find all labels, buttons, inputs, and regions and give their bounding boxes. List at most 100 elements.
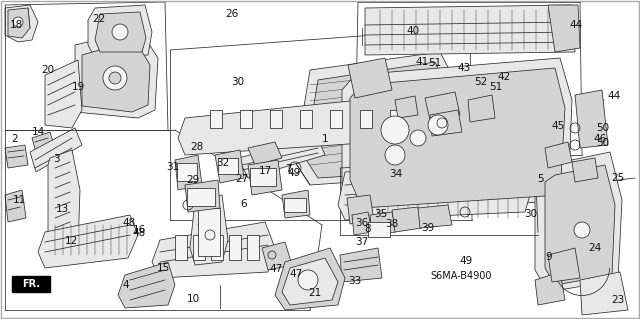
Polygon shape: [215, 150, 244, 183]
Text: 50: 50: [596, 122, 609, 133]
Polygon shape: [548, 5, 580, 52]
Polygon shape: [38, 215, 138, 268]
Text: 48: 48: [133, 228, 146, 238]
Text: 13: 13: [56, 204, 69, 214]
Text: 19: 19: [72, 82, 84, 92]
Bar: [250, 168, 276, 186]
Text: 30: 30: [525, 209, 538, 219]
Bar: [229, 235, 241, 260]
Polygon shape: [352, 212, 372, 235]
Text: 49: 49: [288, 168, 301, 178]
Polygon shape: [342, 58, 572, 215]
Polygon shape: [468, 95, 495, 122]
Polygon shape: [8, 8, 30, 38]
Text: 47: 47: [289, 269, 302, 279]
Polygon shape: [5, 5, 38, 42]
Polygon shape: [262, 242, 292, 270]
Polygon shape: [248, 142, 282, 165]
Polygon shape: [575, 90, 608, 148]
Polygon shape: [82, 40, 150, 112]
Text: 45: 45: [552, 121, 564, 131]
Text: 20: 20: [42, 64, 54, 75]
Text: 2: 2: [11, 134, 17, 144]
Bar: [368, 222, 390, 237]
Text: FR.: FR.: [22, 279, 40, 289]
Polygon shape: [5, 190, 26, 222]
Bar: [330, 110, 342, 128]
Text: 44: 44: [570, 20, 582, 30]
Polygon shape: [347, 195, 374, 224]
Text: 51: 51: [429, 58, 442, 68]
Polygon shape: [248, 160, 282, 195]
Text: 28: 28: [191, 142, 204, 152]
Bar: [175, 235, 187, 260]
Text: 27: 27: [236, 174, 248, 184]
Text: 37: 37: [355, 237, 368, 247]
Text: 46: 46: [594, 134, 607, 144]
Polygon shape: [118, 262, 175, 308]
Text: 4: 4: [122, 280, 129, 290]
Polygon shape: [152, 222, 275, 278]
Text: 40: 40: [406, 26, 419, 36]
Text: 41: 41: [416, 57, 429, 67]
Polygon shape: [275, 248, 345, 310]
Circle shape: [574, 222, 590, 238]
Bar: [211, 235, 223, 260]
Polygon shape: [395, 96, 418, 118]
Polygon shape: [178, 95, 418, 155]
Polygon shape: [75, 30, 158, 118]
Circle shape: [13, 17, 23, 27]
Circle shape: [381, 116, 409, 144]
Text: 29: 29: [187, 175, 200, 185]
Polygon shape: [32, 132, 55, 152]
Polygon shape: [535, 152, 622, 292]
Polygon shape: [425, 92, 460, 120]
Polygon shape: [305, 62, 452, 178]
Text: 26: 26: [225, 9, 238, 19]
Circle shape: [109, 72, 121, 84]
Polygon shape: [48, 150, 80, 252]
Polygon shape: [175, 155, 202, 190]
FancyBboxPatch shape: [12, 276, 50, 292]
Polygon shape: [95, 12, 146, 52]
Polygon shape: [545, 165, 615, 285]
Text: 32: 32: [216, 158, 229, 168]
Text: 44: 44: [608, 91, 621, 101]
Bar: [284, 198, 306, 212]
Text: 15: 15: [157, 263, 170, 273]
Circle shape: [428, 115, 448, 135]
Text: 49: 49: [460, 256, 472, 266]
Polygon shape: [392, 207, 422, 232]
Text: 8: 8: [365, 224, 371, 234]
Polygon shape: [45, 60, 82, 128]
Bar: [240, 110, 252, 128]
Polygon shape: [430, 110, 462, 136]
Polygon shape: [548, 248, 580, 282]
Bar: [247, 235, 259, 260]
Polygon shape: [340, 248, 382, 282]
Bar: [187, 188, 215, 206]
Bar: [270, 110, 282, 128]
Text: 10: 10: [187, 294, 200, 304]
Polygon shape: [370, 212, 396, 235]
Bar: [360, 110, 372, 128]
Polygon shape: [580, 272, 628, 315]
Text: 21: 21: [308, 288, 321, 299]
Bar: [198, 208, 220, 256]
Text: 39: 39: [421, 223, 434, 233]
Bar: [210, 110, 222, 128]
Text: 34: 34: [389, 169, 402, 179]
Text: 52: 52: [475, 77, 488, 87]
Text: 43: 43: [458, 63, 470, 73]
Circle shape: [410, 130, 426, 146]
Text: 25: 25: [611, 173, 624, 183]
Text: 14: 14: [32, 127, 45, 137]
Circle shape: [298, 270, 318, 290]
Text: 9: 9: [546, 252, 552, 262]
Polygon shape: [418, 205, 452, 228]
Circle shape: [112, 24, 128, 40]
Polygon shape: [295, 52, 460, 185]
Polygon shape: [5, 145, 28, 168]
Text: 47: 47: [270, 263, 283, 274]
Text: 38: 38: [385, 219, 398, 229]
